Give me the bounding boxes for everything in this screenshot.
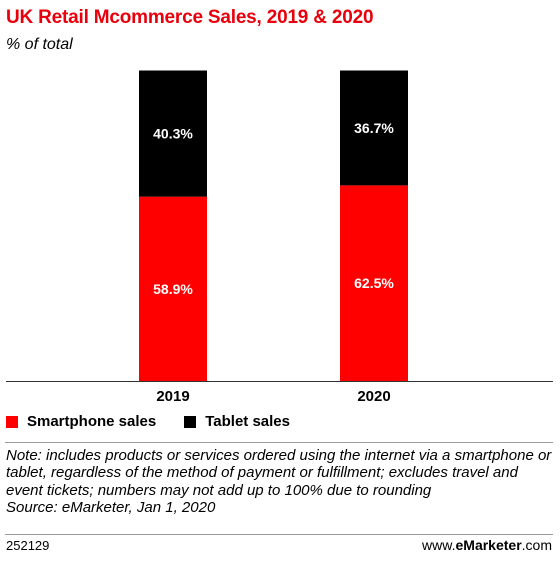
chart-title: UK Retail Mcommerce Sales, 2019 & 2020 [6,7,374,28]
legend-label-tablet: Tablet sales [205,413,290,430]
data-label-smartphone-2019: 58.9% [153,281,193,297]
footnote: Note: includes products or services orde… [6,447,554,517]
brand-name: eMarketer [455,537,522,553]
bar-smartphone-2020 [340,185,408,381]
bar-tablet-2020 [340,70,408,186]
chart-subtitle: % of total [6,36,73,53]
chart-id: 252129 [6,538,50,553]
legend-label-smartphone: Smartphone sales [27,413,157,430]
bar-smartphone-2019 [139,196,207,381]
data-label-smartphone-2020: 62.5% [354,275,394,291]
brand-suffix: .com [521,537,552,553]
legend: Smartphone sales Tablet sales [6,413,318,430]
note-text: Note: includes products or services orde… [6,447,552,499]
divider-bottom [5,534,553,535]
legend-item-tablet: Tablet sales [184,413,290,430]
data-label-tablet-2020: 36.7% [354,120,394,136]
legend-swatch-smartphone [6,415,18,428]
data-label-tablet-2019: 40.3% [153,126,193,142]
legend-swatch-tablet [184,415,197,428]
x-tick-label-2020: 2020 [357,388,390,405]
divider-top [5,442,553,443]
brand-prefix: www. [422,537,456,553]
legend-item-smartphone: Smartphone sales [6,413,156,430]
stacked-bar-chart: 58.9% 40.3% 2019 62.5% 36.7% 2020 [6,70,553,405]
brand-credit[interactable]: www.eMarketer.com [422,537,552,553]
x-tick-label-2019: 2019 [156,388,189,405]
bar-tablet-2019 [139,70,207,197]
source-text: Source: eMarketer, Jan 1, 2020 [6,499,216,517]
